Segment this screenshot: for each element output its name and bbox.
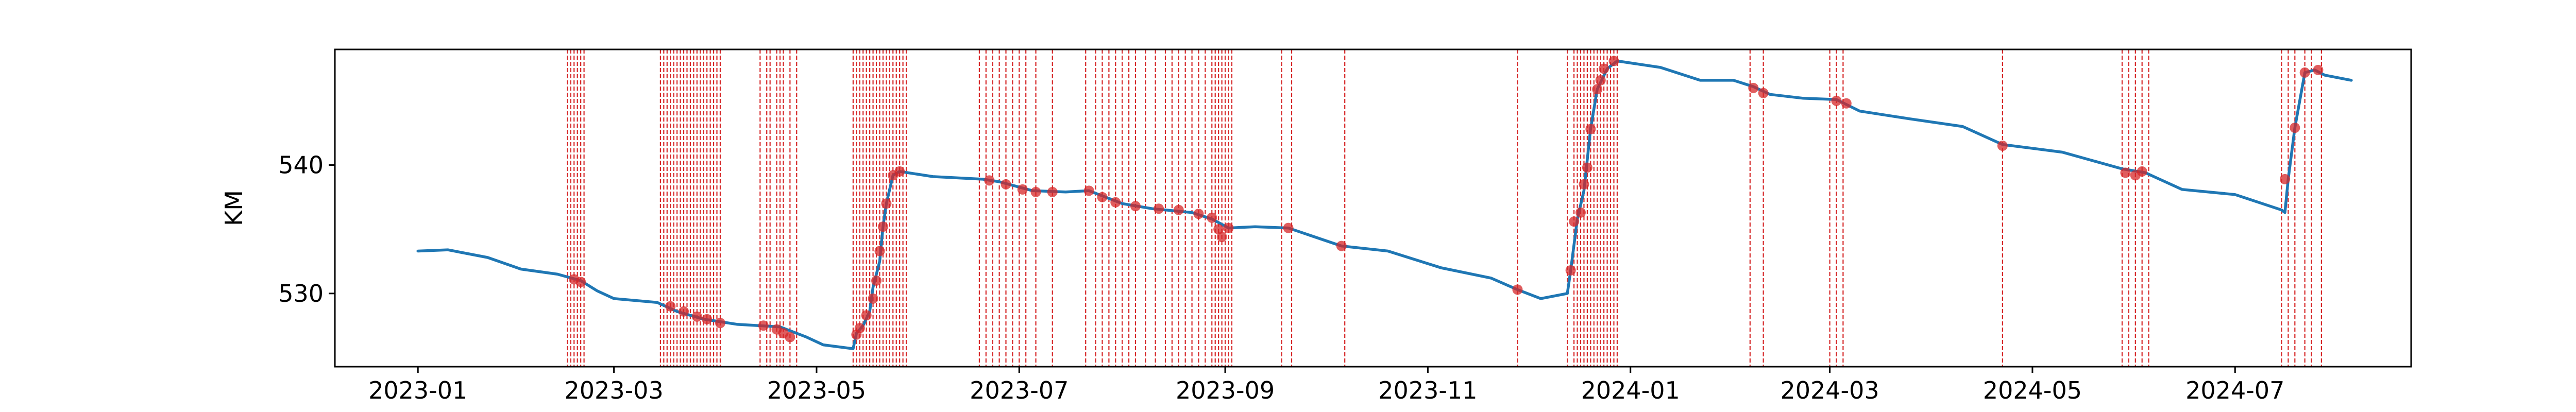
event-marker-18 <box>881 198 892 209</box>
event-marker-60 <box>2299 67 2310 78</box>
event-marker-6 <box>715 318 725 329</box>
y-axis-label: KM <box>220 190 248 226</box>
event-marker-23 <box>1017 184 1028 195</box>
event-marker-4 <box>691 311 702 322</box>
event-marker-27 <box>1097 192 1108 202</box>
x-tick-label-2: 2023-05 <box>767 376 866 404</box>
event-marker-55 <box>2120 167 2131 178</box>
event-marker-40 <box>1565 265 1576 276</box>
event-marker-58 <box>2279 174 2290 184</box>
event-marker-42 <box>1575 207 1586 218</box>
y-tick-label-1: 540 <box>278 151 324 179</box>
event-marker-54 <box>1997 141 2008 151</box>
event-marker-17 <box>877 221 888 232</box>
event-marker-26 <box>1083 185 1094 196</box>
event-marker-53 <box>1841 98 1852 109</box>
x-tick-label-3: 2023-07 <box>970 376 1069 404</box>
x-tick-label-5: 2023-11 <box>1378 376 1477 404</box>
event-marker-24 <box>1030 186 1041 197</box>
event-marker-35 <box>1216 232 1227 243</box>
event-marker-46 <box>1592 84 1603 95</box>
event-marker-51 <box>1758 88 1769 98</box>
event-marker-32 <box>1193 209 1204 219</box>
event-marker-21 <box>984 175 995 186</box>
event-marker-38 <box>1336 241 1347 251</box>
event-lines <box>567 49 2323 367</box>
event-marker-59 <box>2290 123 2300 133</box>
event-marker-15 <box>871 275 882 286</box>
event-marker-1 <box>575 277 586 287</box>
event-marker-22 <box>1001 179 1011 190</box>
event-marker-7 <box>758 320 769 331</box>
event-markers <box>569 56 2324 342</box>
event-marker-25 <box>1047 186 1058 197</box>
series-layer <box>416 59 2353 350</box>
event-marker-37 <box>1283 222 1294 233</box>
event-marker-30 <box>1154 203 1164 214</box>
event-marker-61 <box>2313 64 2324 75</box>
x-tick-label-8: 2024-05 <box>1983 376 2082 404</box>
x-tick-label-0: 2023-01 <box>368 376 467 404</box>
x-axis: 2023-01 2023-03 2023-05 2023-07 2023-09 2023-… <box>368 367 2284 404</box>
event-marker-28 <box>1110 197 1121 208</box>
event-marker-49 <box>1608 56 1619 66</box>
event-marker-3 <box>679 306 689 317</box>
x-tick-label-4: 2023-09 <box>1176 376 1275 404</box>
event-marker-44 <box>1582 162 1592 173</box>
event-marker-13 <box>861 310 872 321</box>
event-marker-16 <box>874 246 885 256</box>
event-marker-10 <box>785 332 795 342</box>
event-marker-31 <box>1173 204 1184 215</box>
event-marker-47 <box>1595 75 1606 85</box>
event-marker-29 <box>1130 201 1141 212</box>
event-marker-43 <box>1579 179 1589 190</box>
event-marker-20 <box>894 166 905 177</box>
event-marker-2 <box>665 301 676 312</box>
event-marker-39 <box>1512 284 1523 295</box>
x-tick-label-9: 2024-07 <box>2185 376 2284 404</box>
event-marker-52 <box>1831 95 1842 106</box>
event-marker-57 <box>2137 166 2147 177</box>
event-marker-12 <box>854 323 865 334</box>
y-tick-label-0: 530 <box>278 280 324 307</box>
event-marker-45 <box>1585 124 1596 134</box>
km-series-line <box>416 59 2353 350</box>
event-marker-34 <box>1213 224 1224 235</box>
event-marker-41 <box>1569 216 1580 227</box>
event-marker-14 <box>868 293 878 304</box>
x-tick-label-6: 2024-01 <box>1581 376 1680 404</box>
event-marker-50 <box>1748 82 1759 93</box>
event-marker-36 <box>1223 222 1234 233</box>
event-marker-33 <box>1207 212 1217 223</box>
y-axis: 530 540 <box>278 151 335 307</box>
plot-frame <box>334 48 2412 368</box>
event-marker-48 <box>1599 63 1609 74</box>
x-tick-label-1: 2023-03 <box>565 376 664 404</box>
x-tick-label-7: 2024-03 <box>1780 376 1879 404</box>
event-marker-5 <box>702 314 713 324</box>
